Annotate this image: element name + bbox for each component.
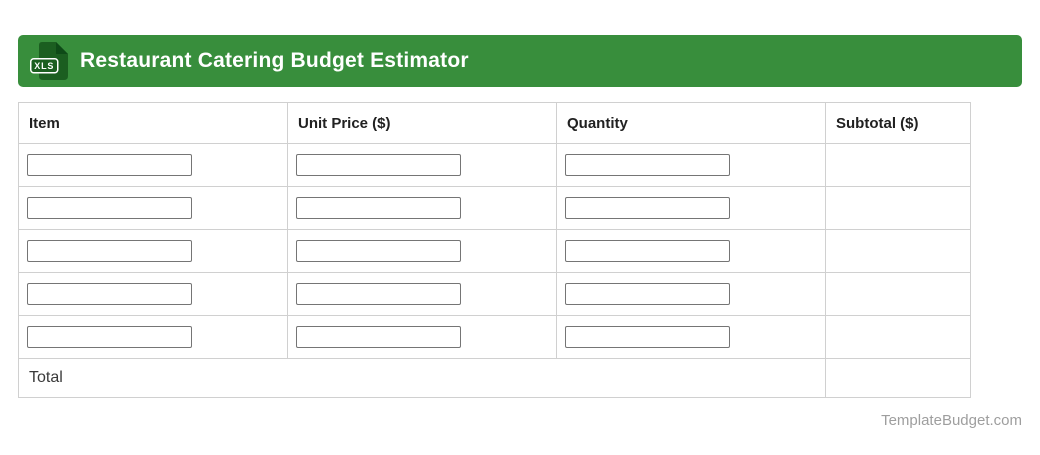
table-body — [18, 143, 971, 359]
column-header-unit-price: Unit Price ($) — [287, 102, 557, 144]
subtotal-cell — [825, 229, 971, 273]
table-row — [18, 186, 971, 230]
total-row: Total — [18, 358, 971, 398]
quantity-input[interactable] — [565, 197, 730, 219]
quantity-input[interactable] — [565, 283, 730, 305]
item-cell — [18, 272, 288, 316]
table-row — [18, 143, 971, 187]
column-header-quantity: Quantity — [556, 102, 826, 144]
total-label: Total — [18, 358, 826, 398]
unit-price-input[interactable] — [296, 326, 461, 348]
item-cell — [18, 143, 288, 187]
item-input[interactable] — [27, 326, 192, 348]
item-input[interactable] — [27, 240, 192, 262]
item-cell — [18, 229, 288, 273]
budget-table: Item Unit Price ($) Quantity Subtotal ($… — [18, 102, 971, 398]
subtotal-cell — [825, 315, 971, 359]
xls-file-icon: XLS — [30, 42, 68, 80]
table-row — [18, 272, 971, 316]
unit-price-input[interactable] — [296, 154, 461, 176]
file-badge — [30, 58, 59, 74]
unit-price-input[interactable] — [296, 197, 461, 219]
quantity-cell — [556, 272, 826, 316]
table-row — [18, 229, 971, 273]
subtotal-cell — [825, 186, 971, 230]
unit-price-cell — [287, 143, 557, 187]
column-header-subtotal: Subtotal ($) — [825, 102, 971, 144]
unit-price-cell — [287, 229, 557, 273]
quantity-input[interactable] — [565, 326, 730, 348]
subtotal-cell — [825, 272, 971, 316]
table-header-row: Item Unit Price ($) Quantity Subtotal ($… — [18, 102, 971, 144]
unit-price-cell — [287, 272, 557, 316]
page-title: Restaurant Catering Budget Estimator — [80, 49, 469, 72]
file-badge-label: XLS — [34, 61, 54, 71]
quantity-cell — [556, 229, 826, 273]
item-cell — [18, 186, 288, 230]
item-input[interactable] — [27, 197, 192, 219]
unit-price-cell — [287, 315, 557, 359]
unit-price-cell — [287, 186, 557, 230]
item-cell — [18, 315, 288, 359]
total-value-cell — [825, 358, 971, 398]
quantity-cell — [556, 143, 826, 187]
item-input[interactable] — [27, 154, 192, 176]
unit-price-input[interactable] — [296, 283, 461, 305]
quantity-cell — [556, 186, 826, 230]
quantity-input[interactable] — [565, 154, 730, 176]
header-bar: XLS Restaurant Catering Budget Estimator — [18, 35, 1022, 87]
file-fold — [56, 42, 68, 54]
quantity-input[interactable] — [565, 240, 730, 262]
column-header-item: Item — [18, 102, 288, 144]
table-row — [18, 315, 971, 359]
item-input[interactable] — [27, 283, 192, 305]
subtotal-cell — [825, 143, 971, 187]
quantity-cell — [556, 315, 826, 359]
footer-watermark: TemplateBudget.com — [881, 412, 1022, 429]
unit-price-input[interactable] — [296, 240, 461, 262]
